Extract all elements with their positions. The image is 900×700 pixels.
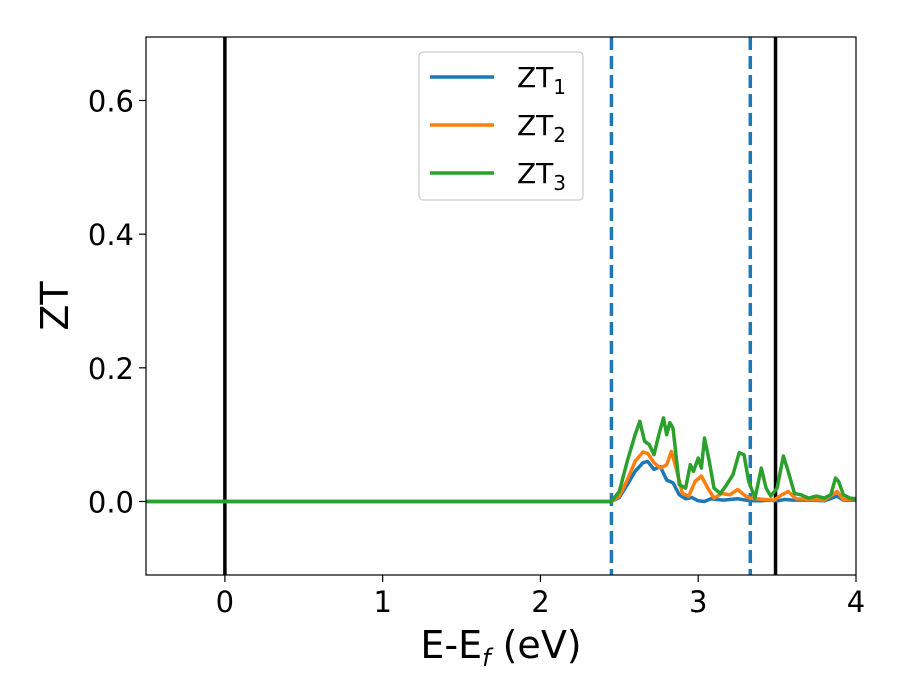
y-tick-label: 0.6 (88, 84, 134, 118)
y-tick-label: 0.2 (88, 352, 134, 386)
legend: ZT1 ZT2 ZT3 (418, 51, 584, 201)
series-line-2 (146, 449, 856, 504)
legend-box (418, 51, 584, 201)
y-tick-label: 0.4 (88, 218, 134, 252)
series-line-3 (146, 416, 856, 504)
legend-label-1: ZT1 (517, 61, 566, 99)
x-tick-label: 2 (531, 585, 549, 619)
x-tick-label: 4 (847, 585, 865, 619)
x-tick-label: 3 (689, 585, 707, 619)
x-tick-label: 0 (216, 585, 234, 619)
x-axis-title: E-Ef (eV) (420, 623, 581, 672)
legend-label-2: ZT2 (517, 109, 566, 147)
x-axis-title-suffix: (eV) (491, 623, 582, 667)
x-tick-label: 1 (373, 585, 391, 619)
y-tick-label: 0.0 (88, 485, 134, 519)
plot-frame (145, 36, 857, 576)
legend-label-3: ZT3 (517, 157, 566, 195)
y-axis-ticks: 0.0 0.2 0.4 0.6 (88, 84, 146, 519)
series-lines (146, 416, 856, 504)
x-axis-title-main: E-E (420, 623, 482, 667)
series-line-1 (146, 459, 856, 504)
x-axis-ticks: 0 1 2 3 4 (216, 575, 865, 619)
y-axis-title: ZT (33, 281, 77, 331)
